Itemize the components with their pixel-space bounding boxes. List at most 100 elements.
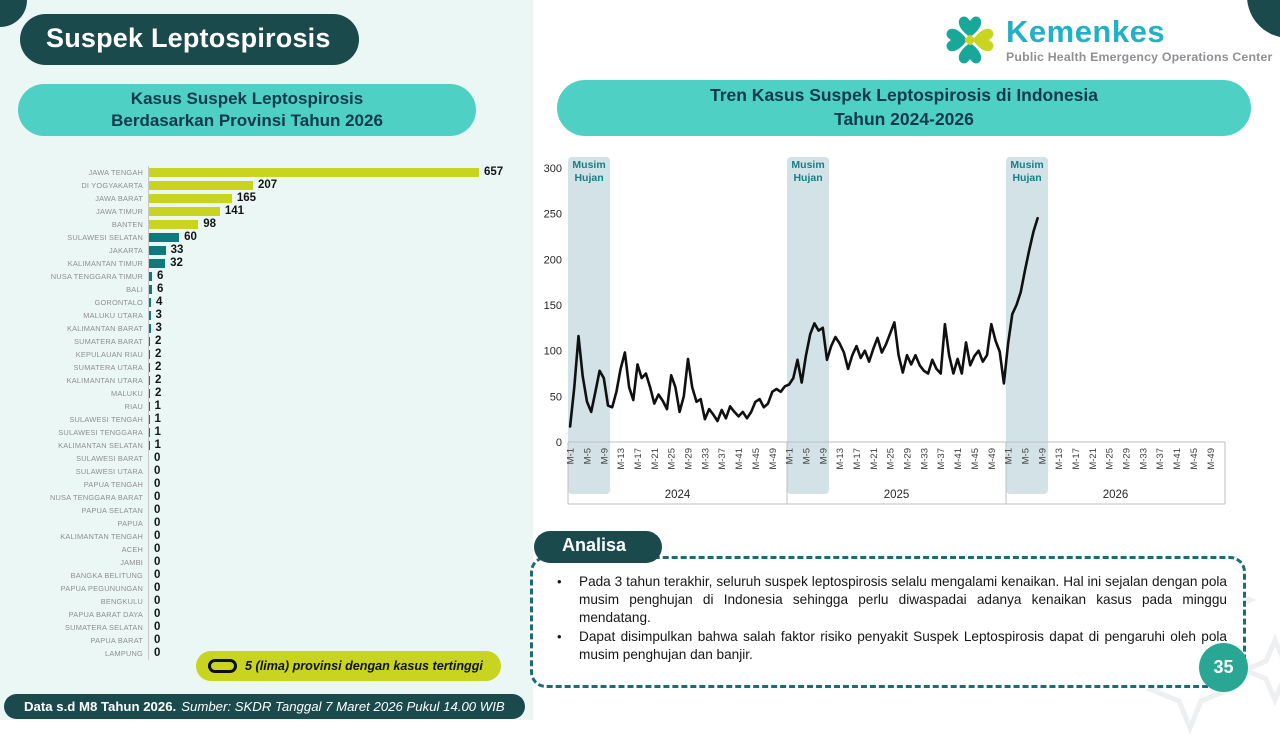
bar-value-label: 0 xyxy=(154,646,161,659)
bar-category-label: PAPUA TENGAH xyxy=(83,480,143,489)
kemenkes-logo-icon xyxy=(946,16,994,64)
bar-fill xyxy=(149,259,166,268)
bar-category-label: SULAWESI SELATAN xyxy=(67,233,143,242)
bar-value-label: 0 xyxy=(154,464,161,477)
bar-row: KALIMANTAN TENGAH 0 xyxy=(8,530,512,543)
x-axis-week-label: M-25 xyxy=(667,448,678,470)
x-axis-week-label: M-49 xyxy=(1206,448,1217,470)
bar-category-label: NUSA TENGGARA BARAT xyxy=(49,493,143,502)
top5-legend: 5 (lima) provinsi dengan kasus tertinggi xyxy=(196,651,501,681)
bar-track: 6 xyxy=(148,270,512,283)
bar-category-label: KALIMANTAN BARAT xyxy=(66,324,143,333)
analysis-bullet-list: Pada 3 tahun terakhir, seluruh suspek le… xyxy=(547,573,1227,664)
line-chart-header-line1: Tren Kasus Suspek Leptospirosis di Indon… xyxy=(709,85,1099,106)
bar-category-label: KALIMANTAN TENGAH xyxy=(60,532,143,541)
bar-category-label: ACEH xyxy=(121,545,143,554)
bar-row: JAWA TIMUR 141 xyxy=(8,205,512,218)
bar-row: BANTEN 98 xyxy=(8,218,512,231)
bar-category-label: NUSA TENGGARA TIMUR xyxy=(50,272,143,281)
bar-fill xyxy=(149,428,150,437)
trend-line-series xyxy=(568,216,1039,428)
bar-category-label: SULAWESI TENGAH xyxy=(69,415,143,424)
bar-value-label: 0 xyxy=(154,529,161,542)
x-axis-week-label: M-25 xyxy=(1105,448,1116,470)
bar-value-label: 1 xyxy=(154,412,161,425)
bar-row: KALIMANTAN SELATAN 1 xyxy=(8,439,512,452)
bar-value-label: 1 xyxy=(154,438,161,451)
x-axis-week-label: M-13 xyxy=(616,448,627,470)
x-axis-week-label: M-41 xyxy=(953,448,964,470)
bar-category-label: KALIMANTAN TIMUR xyxy=(67,259,143,268)
x-axis-week-label: M-29 xyxy=(684,448,695,470)
rainy-season-label: Hujan xyxy=(793,172,822,184)
bar-track: 0 xyxy=(148,647,512,660)
bar-row: JAMBI 0 xyxy=(8,556,512,569)
bar-fill xyxy=(149,389,150,398)
bar-value-label: 4 xyxy=(156,295,163,308)
bar-row: KALIMANTAN UTARA 2 xyxy=(8,374,512,387)
bar-track: 207 xyxy=(148,179,512,192)
bar-value-label: 6 xyxy=(157,282,164,295)
bar-track: 1 xyxy=(148,400,512,413)
bar-value-label: 207 xyxy=(257,178,278,191)
bar-value-label: 2 xyxy=(155,386,162,399)
bar-category-label: SUMATERA SELATAN xyxy=(65,623,143,632)
bar-row: BALI 6 xyxy=(8,283,512,296)
bar-fill xyxy=(149,298,151,307)
x-axis-week-label: M-21 xyxy=(1088,448,1099,470)
bar-value-label: 141 xyxy=(224,204,244,217)
bar-track: 6 xyxy=(148,283,512,296)
bar-fill xyxy=(149,350,150,359)
bar-track: 0 xyxy=(148,491,512,504)
bar-category-label: SUMATERA UTARA xyxy=(73,363,143,372)
bar-category-label: JAMBI xyxy=(120,558,143,567)
bar-category-label: GORONTALO xyxy=(94,298,143,307)
bar-category-label: BALI xyxy=(126,285,143,294)
bar-track: 0 xyxy=(148,543,512,556)
bar-category-label: PAPUA BARAT DAYA xyxy=(68,610,143,619)
bar-track: 0 xyxy=(148,452,512,465)
x-axis-week-label: M-21 xyxy=(650,448,661,470)
bar-track: 0 xyxy=(148,569,512,582)
bar-row: SUMATERA SELATAN 0 xyxy=(8,621,512,634)
bar-track: 0 xyxy=(148,595,512,608)
bar-row: BANGKA BELITUNG 0 xyxy=(8,569,512,582)
province-bar-chart: JAWA TENGAH 657 DI YOGYAKARTA 207 JAWA BARAT… xyxy=(8,166,512,660)
footer-data-source: Data s.d M8 Tahun 2026. Sumber: SKDR Tan… xyxy=(4,694,525,719)
rainy-season-label: Musim xyxy=(572,159,605,171)
bar-category-label: BENGKULU xyxy=(100,597,143,606)
y-axis-tick-label: 150 xyxy=(544,300,562,312)
x-axis-week-label: M-13 xyxy=(1054,448,1065,470)
x-axis-week-label: M-9 xyxy=(818,448,829,464)
bar-category-label: MALUKU UTARA xyxy=(83,311,143,320)
x-axis-week-label: M-45 xyxy=(970,448,981,470)
x-axis-week-label: M-21 xyxy=(869,448,880,470)
page-title: Suspek Leptospirosis xyxy=(20,14,359,65)
footer-period: Data s.d M8 Tahun 2026. xyxy=(24,699,177,714)
x-axis-week-label: M-5 xyxy=(582,448,593,464)
analysis-box: Pada 3 tahun terakhir, seluruh suspek le… xyxy=(530,556,1246,688)
x-axis-week-label: M-1 xyxy=(1004,448,1015,464)
bar-row: MALUKU 2 xyxy=(8,387,512,400)
bar-row: PAPUA BARAT 0 xyxy=(8,634,512,647)
bar-row: SUMATERA BARAT 2 xyxy=(8,335,512,348)
bar-category-label: LAMPUNG xyxy=(105,649,143,658)
bar-fill xyxy=(149,441,150,450)
bar-track: 1 xyxy=(148,426,512,439)
x-axis-week-label: M-1 xyxy=(785,448,796,464)
bar-track: 2 xyxy=(148,335,512,348)
bar-track: 60 xyxy=(148,231,512,244)
logo-brand-text: Kemenkes xyxy=(1006,14,1166,49)
bar-track: 0 xyxy=(148,634,512,647)
bar-row: SULAWESI UTARA 0 xyxy=(8,465,512,478)
page-number-badge: 35 xyxy=(1199,643,1248,692)
bar-value-label: 2 xyxy=(155,360,162,373)
bar-category-label: SULAWESI UTARA xyxy=(75,467,143,476)
bar-value-label: 0 xyxy=(154,477,161,490)
bar-category-label: PAPUA xyxy=(117,519,143,528)
bar-track: 98 xyxy=(148,218,512,231)
bar-track: 0 xyxy=(148,530,512,543)
bar-track: 2 xyxy=(148,361,512,374)
x-axis-week-label: M-37 xyxy=(717,448,728,470)
bar-value-label: 1 xyxy=(154,399,161,412)
